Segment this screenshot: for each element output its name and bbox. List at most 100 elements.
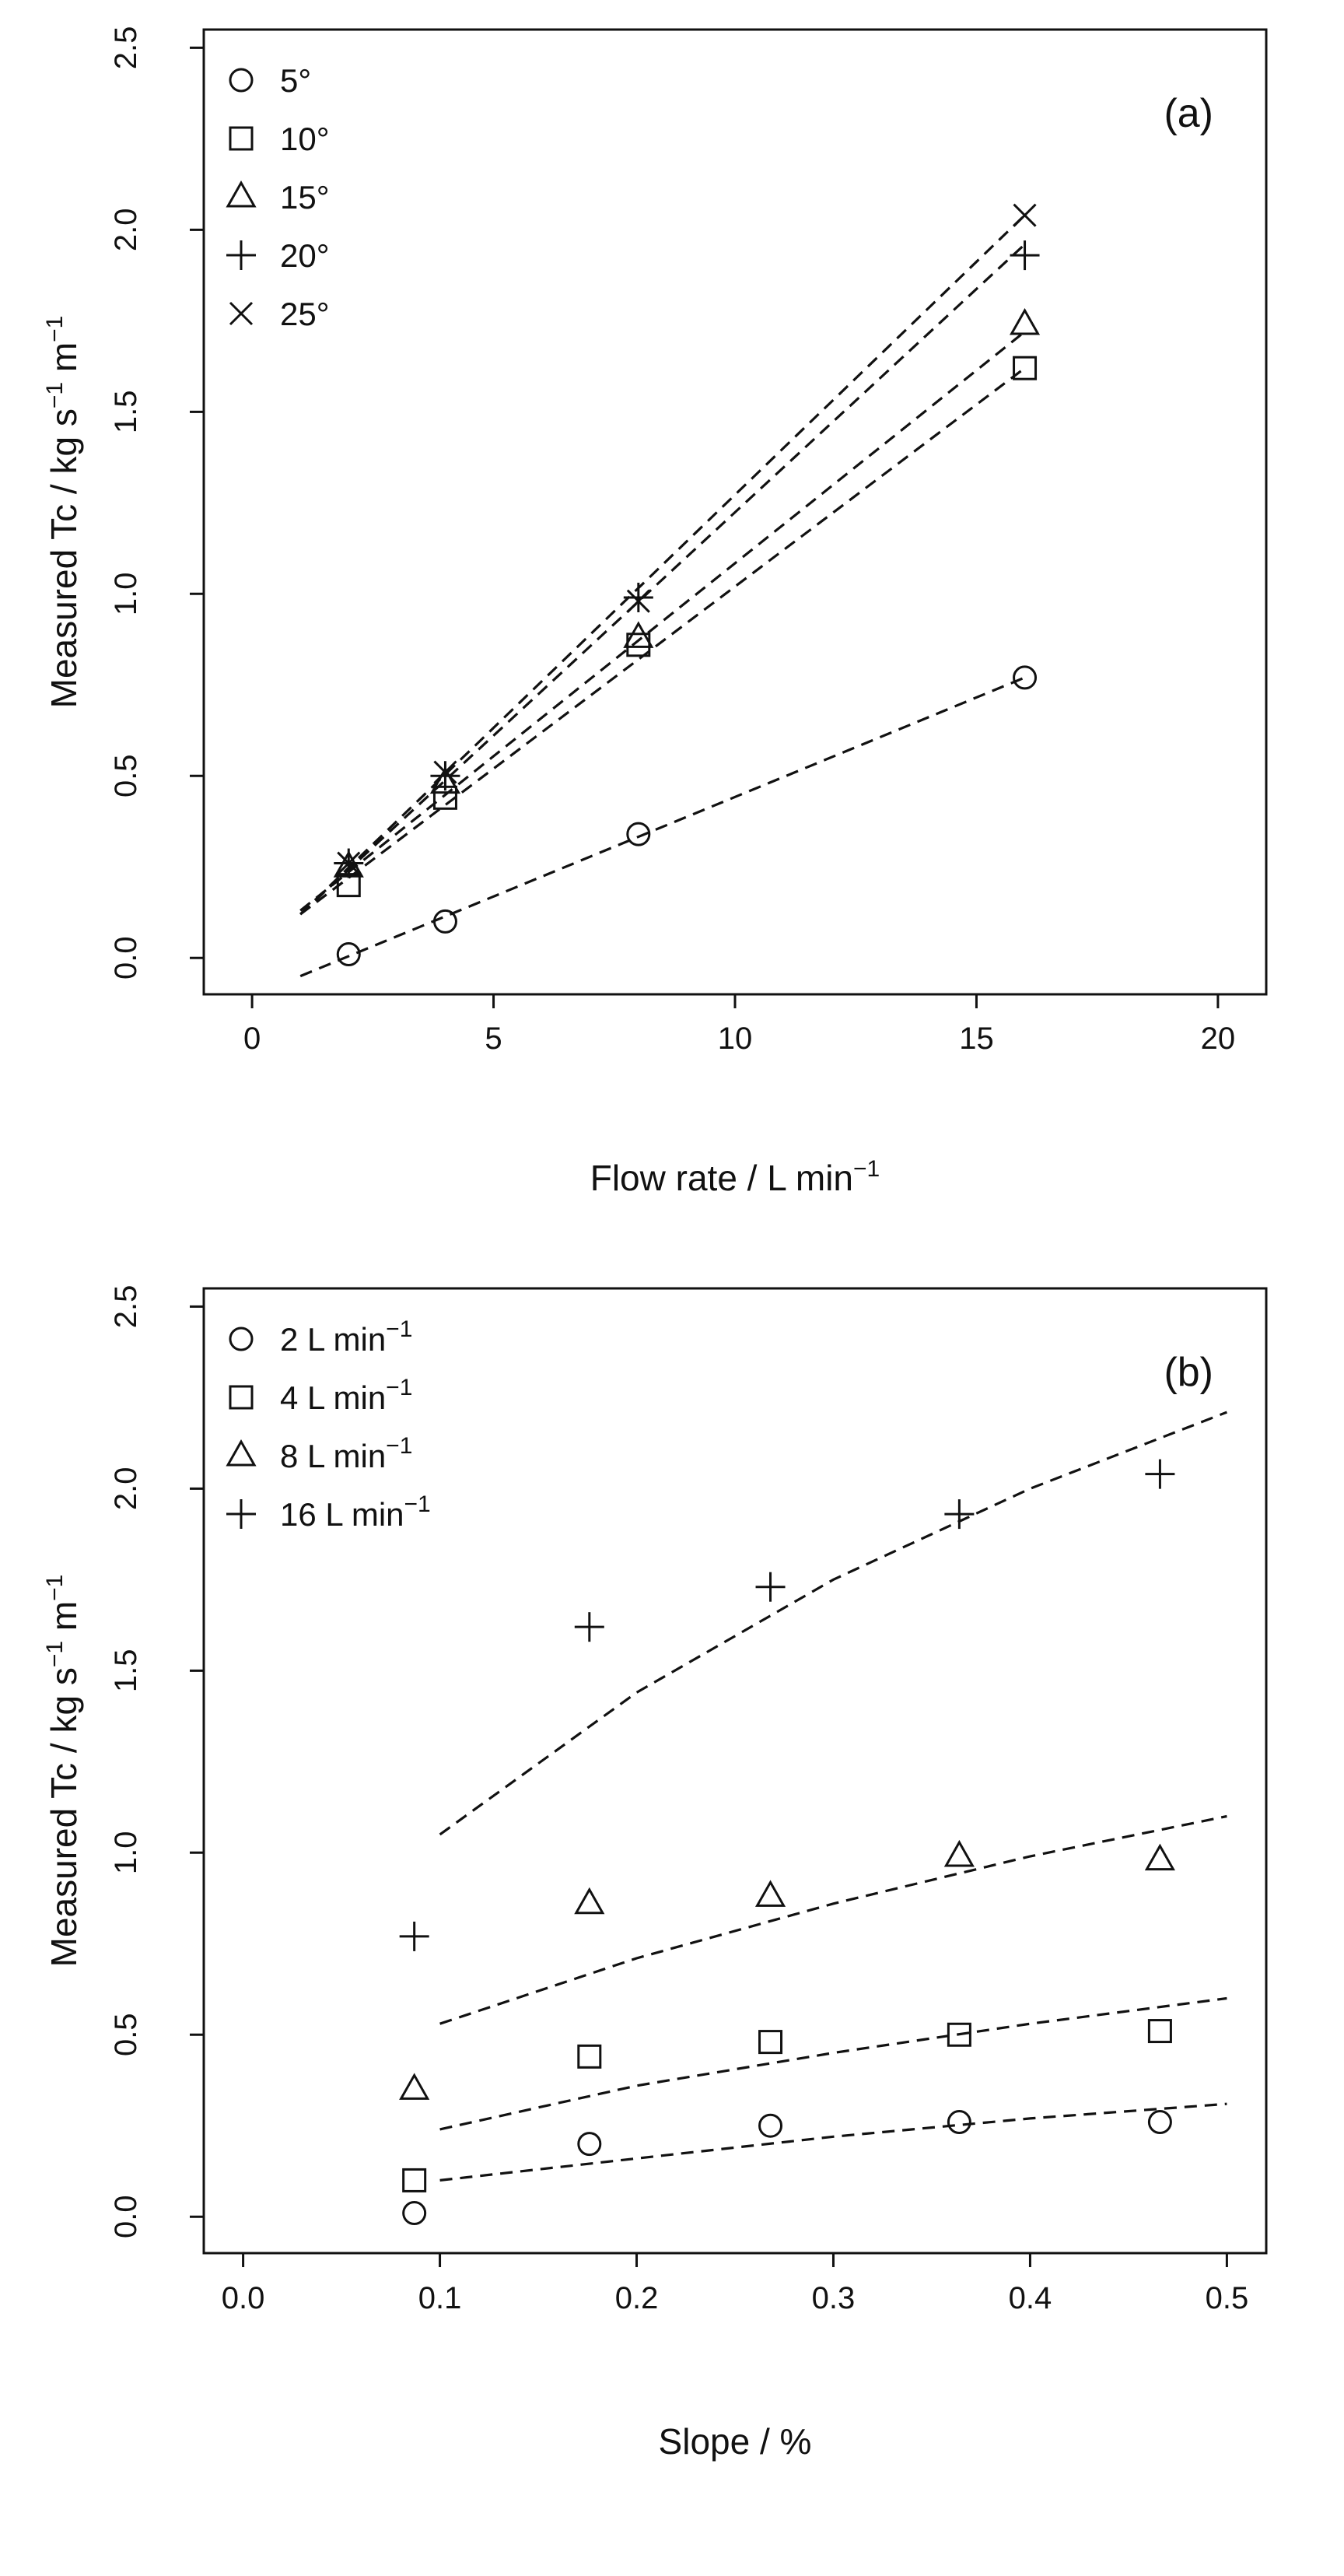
y-axis: 0.0 0.5 1.0 1.5 2.0 2.5 (109, 26, 204, 980)
superscript: −1 (42, 382, 68, 408)
data-point (947, 2022, 971, 2047)
data-point (577, 2132, 602, 2157)
superscript: −1 (42, 1575, 68, 1601)
x-axis-title: Slope / % (659, 2421, 812, 2462)
y-tick-label: 0.5 (109, 754, 143, 797)
superscript: −1 (42, 1641, 68, 1667)
marker-square (577, 2044, 602, 2069)
data-point (1009, 307, 1041, 335)
y-axis-title: Measured Tc / kg s−1 m−1 (42, 316, 84, 709)
panel-label: (b) (1164, 1350, 1213, 1395)
data-point (1013, 356, 1038, 380)
marker-cross-b (626, 589, 650, 613)
x-tick-label: 5 (485, 1022, 502, 1056)
marker-square (758, 2030, 783, 2055)
series-0 (402, 2110, 1172, 2226)
y-axis-title: Measured Tc / kg s−1 m−1 (42, 1575, 84, 1968)
data-point (399, 1921, 429, 1951)
superscript: −1 (42, 316, 68, 342)
marker-cross-b (229, 301, 254, 326)
data-point (758, 2030, 783, 2055)
x-tick-label: 10 (718, 1022, 753, 1056)
x-tick-label: 20 (1201, 1022, 1236, 1056)
y-tick-label: 1.0 (109, 572, 143, 615)
text-part: 16 L min (280, 1496, 404, 1533)
x-tick-label: 0.2 (615, 2281, 659, 2315)
data-point (626, 589, 650, 613)
data-point (336, 942, 361, 967)
marker-triangle (226, 180, 257, 208)
x-axis-title: Flow rate / L min−1 (590, 1156, 880, 1198)
y-tick-label: 1.5 (109, 391, 143, 434)
x-tick-label: 0.0 (222, 2281, 265, 2315)
legend-marker (226, 1439, 257, 1467)
text-part: 25° (280, 296, 330, 332)
series-4 (337, 203, 1037, 875)
text-part: 5° (280, 62, 311, 99)
fit-line-0 (299, 676, 1026, 978)
data-point (1013, 665, 1038, 690)
fit-line-4 (299, 214, 1026, 916)
fit-line-0 (439, 2102, 1227, 2182)
data-point (399, 2073, 430, 2100)
series-3 (399, 1459, 1175, 1951)
marker-cross-b (1013, 203, 1037, 227)
fit-line-3 (439, 1411, 1227, 1836)
y-axis: 0.0 0.5 1.0 1.5 2.0 2.5 (109, 1285, 204, 2238)
y-tick-label: 2.5 (109, 26, 143, 70)
data-point (943, 1839, 975, 1867)
data-point (623, 582, 653, 612)
marker-square (947, 2022, 971, 2047)
x-axis: 0.0 0.1 0.2 0.3 0.4 0.5 (222, 2253, 1248, 2315)
marker-triangle (429, 766, 461, 794)
text-part: 10° (280, 121, 330, 157)
legend-label: 20° (280, 237, 330, 274)
marker-circle (336, 942, 361, 967)
data-point (574, 1887, 605, 1915)
legend-marker (229, 301, 254, 326)
fit-lines (439, 1411, 1227, 2182)
text-part: 8 L min (280, 1438, 386, 1474)
y-tick-label: 0.0 (109, 936, 143, 980)
text-part: Measured Tc / kg s (44, 1667, 84, 1967)
legend-marker (226, 240, 256, 270)
data-point (432, 909, 457, 934)
marker-square (1013, 356, 1038, 380)
series-2 (399, 1839, 1175, 2100)
marker-triangle (623, 621, 654, 648)
marker-circle (229, 68, 254, 93)
y-tick-label: 0.5 (109, 2013, 143, 2056)
legend-label: 5° (280, 62, 311, 99)
data-point (947, 2110, 971, 2135)
data-point (433, 760, 457, 784)
legend-marker (229, 1327, 254, 1351)
legend-marker (229, 1385, 254, 1410)
data-point (1147, 2110, 1172, 2135)
data-point (1147, 2019, 1172, 2044)
data-point (758, 2113, 783, 2138)
text-part: 20° (280, 237, 330, 274)
marker-square (229, 1385, 254, 1410)
legend-label: 25° (280, 296, 330, 332)
legend-marker (226, 180, 257, 208)
data-point (755, 1572, 786, 1602)
marker-circle (626, 822, 651, 846)
marker-cross-b (337, 851, 361, 875)
marker-triangle (943, 1839, 975, 1867)
series-1 (402, 2019, 1172, 2192)
data-point (402, 2168, 427, 2192)
superscript: −1 (386, 1433, 412, 1459)
panel-label: (a) (1164, 91, 1213, 136)
legend: 5° 10° 15° 20° 25° (226, 62, 330, 332)
marker-circle (229, 1327, 254, 1351)
superscript: −1 (386, 1316, 412, 1342)
text-part: m (44, 1601, 84, 1641)
legend: 2 L min−14 L min−18 L min−116 L min−1 (226, 1316, 431, 1533)
panel-a: 0 5 10 15 20 0.0 0.5 1.0 1.5 2.0 2.5 Flow rate / L … (42, 26, 1268, 1198)
legend-label: 10° (280, 121, 330, 157)
data-point (1013, 203, 1037, 227)
text-part: 15° (280, 179, 330, 216)
data-point (1144, 1843, 1175, 1871)
text-part: Flow rate / L min (590, 1158, 853, 1198)
